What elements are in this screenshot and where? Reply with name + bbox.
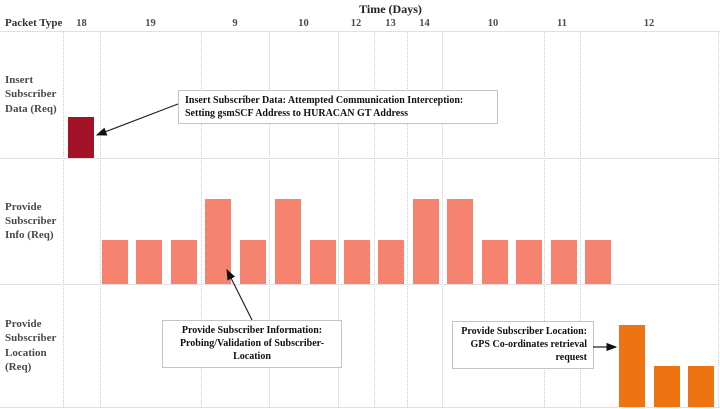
grid-vline	[374, 31, 375, 407]
annotation-provide-subscriber-info: Provide Subscriber Information: Probing/…	[162, 320, 342, 368]
time-axis-title: Time (Days)	[359, 2, 422, 16]
grid-vline	[338, 31, 339, 407]
grid-hline	[0, 284, 720, 285]
grid-vline	[201, 31, 202, 407]
row-label: Insert Subscriber Data (Req)	[5, 74, 57, 115]
column-day-label: 19	[145, 18, 156, 29]
bar	[344, 240, 370, 284]
column-day-label: 12	[350, 18, 362, 29]
bar	[551, 240, 577, 284]
bar	[275, 199, 301, 284]
packet-type-header: Packet Type	[5, 17, 63, 29]
column-day-label: 13	[385, 18, 396, 29]
column-day-label: 11	[557, 18, 567, 29]
bar	[378, 240, 404, 284]
column-day-label: 9	[232, 18, 238, 29]
column-day-label: 10	[487, 18, 499, 29]
grid-vline	[407, 31, 408, 407]
grid-vline	[580, 31, 581, 407]
grid-vline	[63, 31, 64, 407]
column-day-label: 14	[419, 18, 430, 29]
annotation-insert-subscriber-data: Insert Subscriber Data: Attempted Commun…	[178, 90, 498, 125]
grid-vline	[718, 31, 719, 407]
bar	[136, 240, 162, 284]
annotation-provide-subscriber-location: Provide Subscriber Location: GPS Co-ordi…	[452, 321, 594, 369]
column-day-label: 10	[298, 18, 309, 29]
grid-hline	[0, 31, 720, 32]
grid-vline	[544, 31, 545, 407]
row-label: Provide Subscriber Location (Req)	[5, 317, 57, 373]
bar	[205, 199, 231, 284]
bar	[585, 240, 611, 284]
grid-hline	[0, 158, 720, 159]
grid-vline	[442, 31, 443, 407]
bar	[171, 240, 197, 284]
bar	[413, 199, 439, 284]
bar	[102, 240, 128, 284]
bar	[68, 117, 94, 158]
bar	[516, 240, 542, 284]
column-day-label: 18	[76, 18, 87, 29]
bar	[447, 199, 473, 284]
bar	[310, 240, 336, 284]
grid-hline	[0, 407, 720, 408]
bar	[240, 240, 266, 284]
bar	[688, 366, 714, 407]
bar	[619, 325, 645, 407]
column-day-label: 12	[643, 18, 655, 29]
grid-vline	[269, 31, 270, 407]
row-label: Provide Subscriber Info (Req)	[5, 200, 57, 242]
bar	[654, 366, 680, 407]
bar	[482, 240, 508, 284]
grid-vline	[100, 31, 101, 407]
